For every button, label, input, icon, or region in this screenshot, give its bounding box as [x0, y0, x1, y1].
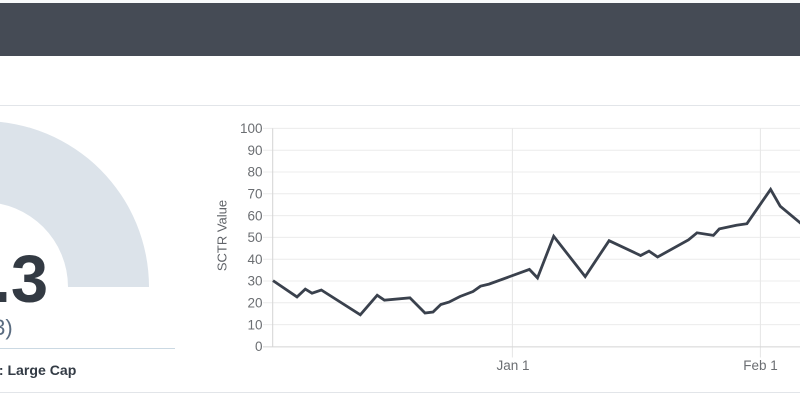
- svg-text:0: 0: [255, 339, 263, 354]
- svg-text:50: 50: [247, 230, 262, 245]
- svg-text:20: 20: [247, 296, 262, 311]
- svg-text:Jan 1: Jan 1: [496, 358, 529, 373]
- svg-text:Feb 1: Feb 1: [743, 358, 778, 373]
- svg-text:SCTR Value: SCTR Value: [215, 200, 230, 271]
- svg-text:40: 40: [247, 252, 262, 267]
- svg-text:100: 100: [240, 121, 263, 136]
- svg-text:70: 70: [247, 187, 262, 202]
- svg-text:80: 80: [247, 165, 262, 180]
- svg-text:60: 60: [247, 208, 262, 223]
- svg-text:90: 90: [247, 143, 262, 158]
- svg-text:10: 10: [247, 317, 262, 332]
- svg-text:30: 30: [247, 274, 262, 289]
